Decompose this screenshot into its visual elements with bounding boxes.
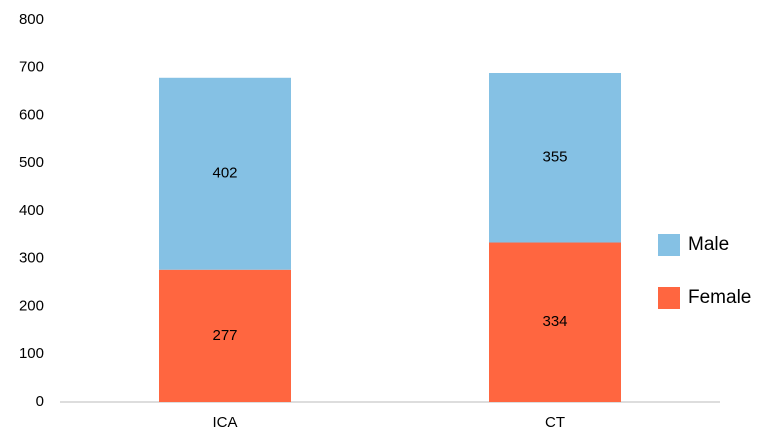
legend-label: Male [688, 234, 729, 255]
bar-segment [159, 269, 291, 402]
legend-swatch [658, 234, 680, 256]
y-tick-label: 600 [19, 106, 44, 123]
y-tick-label: 800 [19, 11, 44, 28]
legend-label: Female [688, 287, 751, 308]
legend: Female Male [658, 234, 751, 309]
legend-swatch [658, 287, 680, 309]
x-tick-label: ICA [212, 414, 237, 431]
data-label: 402 [212, 165, 237, 182]
data-label: 277 [212, 327, 237, 344]
y-tick-label: 500 [19, 154, 44, 171]
bar-segment [489, 73, 621, 243]
bar-segment [159, 77, 291, 270]
bar-segment [489, 242, 621, 402]
data-label: 334 [542, 313, 567, 330]
y-tick-label: 300 [19, 250, 44, 267]
y-tick-label: 100 [19, 345, 44, 362]
x-tick-label: CT [545, 414, 565, 431]
y-tick-label: 0 [36, 393, 44, 410]
y-tick-label: 200 [19, 297, 44, 314]
data-label: 355 [542, 149, 567, 166]
y-tick-label: 700 [19, 59, 44, 76]
y-tick-label: 400 [19, 202, 44, 219]
